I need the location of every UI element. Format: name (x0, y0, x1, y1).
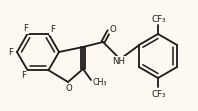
Text: O: O (110, 25, 116, 34)
Text: O: O (66, 83, 72, 92)
Text: F: F (23, 24, 28, 33)
Text: F: F (50, 25, 55, 34)
Text: NH: NH (112, 56, 126, 65)
Text: F: F (9, 48, 13, 56)
Text: CH₃: CH₃ (93, 77, 107, 86)
Text: F: F (21, 71, 26, 80)
Text: CF₃: CF₃ (152, 89, 166, 98)
Text: CF₃: CF₃ (152, 15, 166, 24)
